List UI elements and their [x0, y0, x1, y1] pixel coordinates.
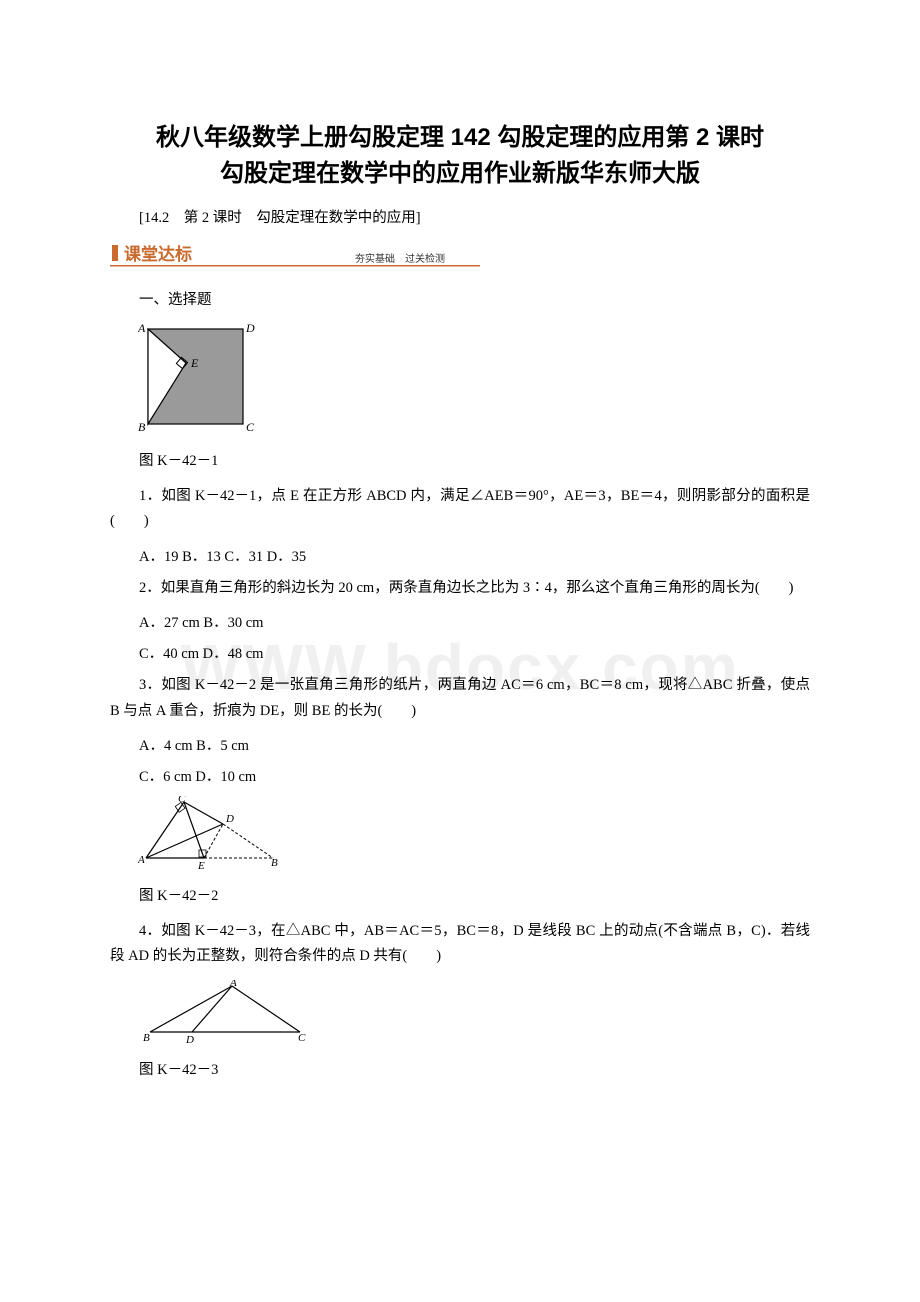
fig2-label-d: D: [225, 813, 234, 825]
title-line-2: 勾股定理在数学中的应用作业新版华东师大版: [220, 160, 700, 187]
figure-3-caption: 图 K－42－3: [110, 1058, 810, 1079]
q1-text: 1．如图 K－42－1，点 E 在正方形 ABCD 内，满足∠AEB＝90°，A…: [110, 484, 810, 535]
q2-options-b: C．40 cm D．48 cm: [110, 642, 810, 663]
fig2-label-c: C: [178, 796, 186, 805]
figure-2: A B C D E: [138, 796, 810, 876]
subtitle: [14.2 第 2 课时 勾股定理在数学中的应用]: [110, 206, 810, 227]
fig2-label-a: A: [138, 854, 145, 866]
q1-options: A．19 B．13 C．31 D．35: [110, 545, 810, 566]
fig1-label-e: E: [190, 356, 199, 370]
section-divider: 课堂达标 夯实基础 过关检测: [110, 241, 810, 276]
figure-2-caption: 图 K－42－2: [110, 884, 810, 905]
fig1-label-b: B: [138, 420, 146, 434]
section-heading-1: 一、选择题: [110, 288, 810, 309]
q2-options-a: A．27 cm B．30 cm: [110, 611, 810, 632]
fig1-label-d: D: [245, 321, 255, 335]
divider-label: 课堂达标: [124, 244, 192, 264]
fig1-label-a: A: [138, 321, 146, 335]
fig1-label-c: C: [246, 420, 255, 434]
title-line-1: 秋八年级数学上册勾股定理 142 勾股定理的应用第 2 课时: [156, 124, 764, 151]
figure-3: B C A D: [138, 980, 810, 1050]
q3-text: 3．如图 K－42－2 是一张直角三角形的纸片，两直角边 AC＝6 cm，BC＝…: [110, 673, 810, 724]
fig3-label-a: A: [229, 980, 237, 989]
figure-1-caption: 图 K－42－1: [110, 449, 810, 470]
q2-text: 2．如果直角三角形的斜边长为 20 cm，两条直角边长之比为 3∶4，那么这个直…: [110, 576, 810, 601]
fig3-label-d: D: [185, 1034, 194, 1045]
fig2-label-e: E: [197, 860, 205, 871]
fig3-label-c: C: [298, 1032, 306, 1044]
q4-text: 4．如图 K－42－3，在△ABC 中，AB＝AC＝5，BC＝8，D 是线段 B…: [110, 919, 810, 970]
q3-options-b: C．6 cm D．10 cm: [110, 765, 810, 786]
fig2-label-b: B: [271, 857, 278, 869]
q3-options-a: A．4 cm B．5 cm: [110, 734, 810, 755]
fig3-label-b: B: [143, 1032, 150, 1044]
divider-right: 夯实基础 过关检测: [355, 252, 445, 265]
doc-title: 秋八年级数学上册勾股定理 142 勾股定理的应用第 2 课时 勾股定理在数学中的…: [110, 120, 810, 192]
figure-1: A D B C E: [138, 321, 810, 441]
